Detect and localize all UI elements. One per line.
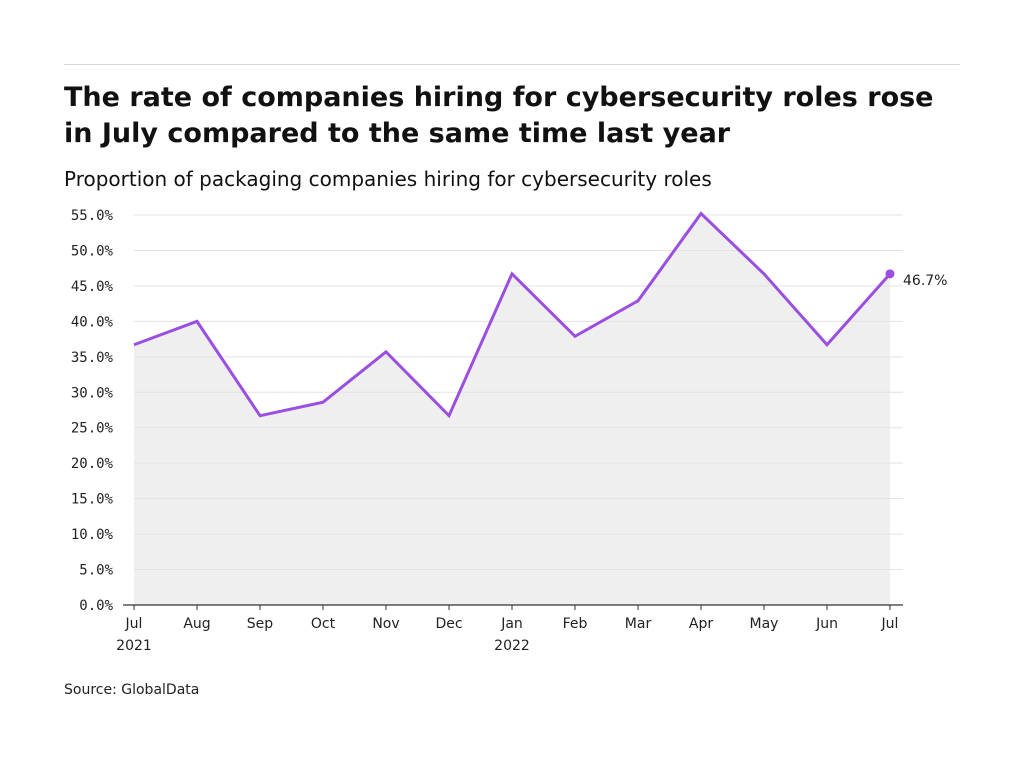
y-tick-label: 5.0%: [79, 563, 113, 579]
x-tick-label: Feb: [563, 616, 588, 632]
x-tick-label: 2022: [494, 638, 530, 654]
x-tick-label: Oct: [311, 616, 336, 632]
area-fill: [134, 213, 890, 605]
y-tick-label: 25.0%: [71, 421, 114, 437]
y-tick-label: 55.0%: [71, 208, 114, 224]
y-tick-label: 45.0%: [71, 279, 114, 295]
x-tick-label: Jan: [500, 616, 523, 632]
x-tick-label: Jun: [815, 616, 838, 632]
y-tick-label: 10.0%: [71, 527, 114, 543]
x-tick-label: Jul: [881, 616, 899, 632]
x-tick-label: Mar: [625, 616, 652, 632]
x-tick-label: Jul: [125, 616, 143, 632]
x-tick-label: Aug: [183, 616, 210, 632]
data-label-last: 46.7%: [903, 273, 947, 289]
series-line: [133, 211, 892, 419]
top-rule: [64, 64, 960, 65]
y-tick-label: 0.0%: [79, 598, 113, 614]
y-tick-label: 30.0%: [71, 385, 114, 401]
x-tick-label: Apr: [689, 616, 713, 632]
x-tick-label: Dec: [435, 616, 462, 632]
chart-subtitle: Proportion of packaging companies hiring…: [64, 167, 712, 191]
y-tick-label: 20.0%: [71, 456, 114, 472]
x-tick-label: 2021: [116, 638, 152, 654]
y-tick-label: 15.0%: [71, 492, 114, 508]
y-tick-label: 40.0%: [71, 314, 114, 330]
y-tick-label: 35.0%: [71, 350, 114, 366]
chart-title: The rate of companies hiring for cyberse…: [64, 82, 934, 149]
x-tick-label: May: [750, 616, 779, 632]
x-tick-label: Nov: [372, 616, 399, 632]
endpoint-marker: [885, 269, 895, 279]
x-tick-label: Sep: [247, 616, 274, 632]
source-note: Source: GlobalData: [64, 682, 200, 698]
y-tick-label: 50.0%: [71, 243, 114, 259]
